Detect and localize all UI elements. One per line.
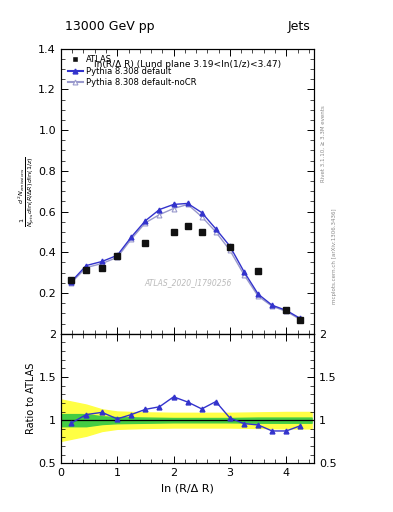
Text: ATLAS_2020_I1790256: ATLAS_2020_I1790256 xyxy=(144,278,231,287)
Text: Rivet 3.1.10, ≥ 3.3M events: Rivet 3.1.10, ≥ 3.3M events xyxy=(320,105,325,182)
Y-axis label: $\frac{1}{N_{jets}}\frac{d^2 N_{emissions}}{d\ln(R/\Delta R)\,d\ln(1/z)}$: $\frac{1}{N_{jets}}\frac{d^2 N_{emission… xyxy=(16,156,37,227)
Text: ln(R/Δ R) (Lund plane 3.19<ln(1/z)<3.47): ln(R/Δ R) (Lund plane 3.19<ln(1/z)<3.47) xyxy=(94,60,281,69)
Text: 13000 GeV pp: 13000 GeV pp xyxy=(65,20,154,33)
X-axis label: ln (R/Δ R): ln (R/Δ R) xyxy=(161,484,214,494)
Y-axis label: Ratio to ATLAS: Ratio to ATLAS xyxy=(26,363,36,434)
Text: mcplots.cern.ch [arXiv:1306.3436]: mcplots.cern.ch [arXiv:1306.3436] xyxy=(332,208,337,304)
Legend: ATLAS, Pythia 8.308 default, Pythia 8.308 default-noCR: ATLAS, Pythia 8.308 default, Pythia 8.30… xyxy=(65,53,199,90)
Text: Jets: Jets xyxy=(288,20,310,33)
